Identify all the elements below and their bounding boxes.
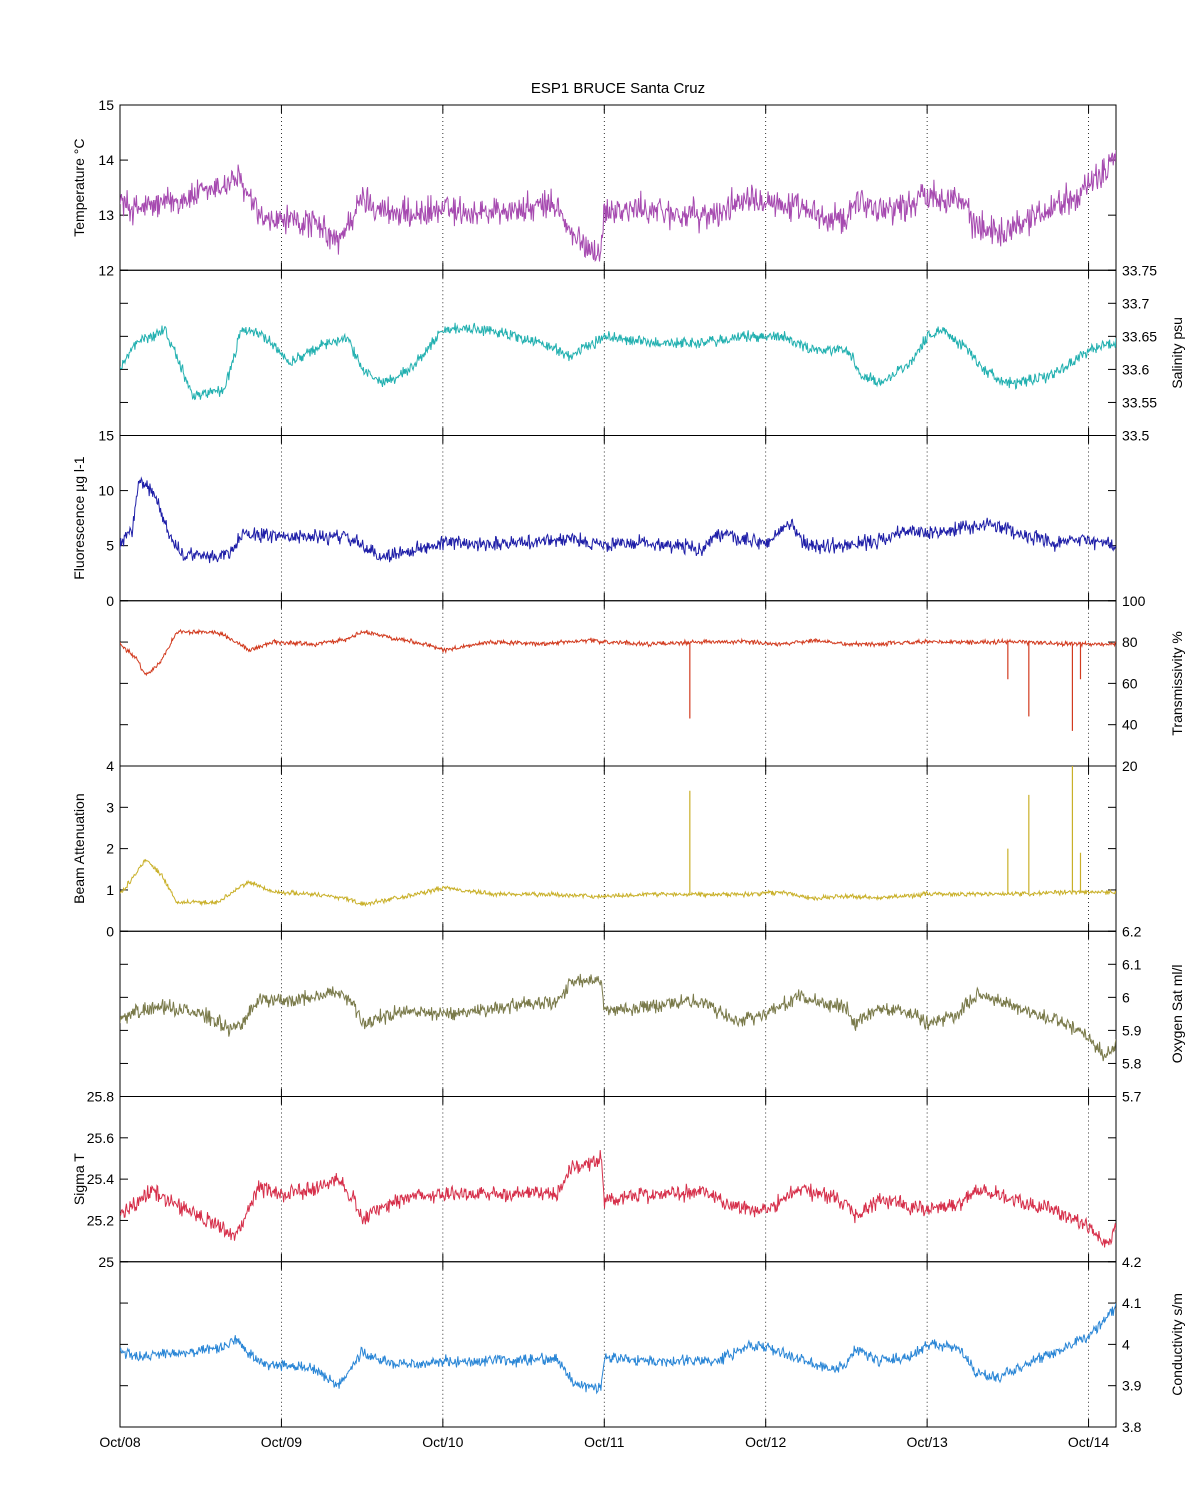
y-tick-label: 100 [1122, 593, 1146, 609]
y-tick-label: 25 [98, 1254, 114, 1270]
y-tick-label: 5.7 [1122, 1089, 1142, 1105]
panel-salinity: 33.5 33.55 33.6 33.65 33.7 33.75 Salinity psu [119, 262, 1185, 444]
y-tick-label: 0 [106, 923, 114, 939]
panel-temperature: 12 13 14 15 Temperature °C [71, 97, 1117, 278]
y-tick-label: 33.6 [1122, 361, 1149, 377]
panel-frame [119, 930, 1117, 1097]
series-line-conductivity [120, 1302, 1116, 1395]
panel-frame [119, 600, 1117, 767]
y-tick-label: 3.8 [1122, 1419, 1142, 1435]
y-tick-label: 33.55 [1122, 394, 1157, 410]
y-tick-label: 25.2 [87, 1212, 114, 1228]
y-tick-label: 25.6 [87, 1130, 114, 1146]
y-tick-label: 13 [98, 207, 114, 223]
y-tick-label: 6 [1122, 989, 1130, 1005]
y-tick-label: 60 [1122, 675, 1138, 691]
y-tick-label: 33.5 [1122, 428, 1149, 444]
y-axis-title: Sigma T [71, 1153, 87, 1205]
y-axis-title: Oxygen Sat ml/l [1169, 964, 1185, 1063]
y-tick-label: 33.7 [1122, 295, 1149, 311]
panel-frame [119, 765, 1117, 932]
series-line-beam [120, 858, 1116, 907]
y-axis-title: Temperature °C [71, 139, 87, 237]
panel-sigma: 25 25.2 25.4 25.6 25.8 Sigma T [71, 1089, 1117, 1270]
y-tick-label: 15 [98, 97, 114, 113]
x-axis: Oct/08 Oct/09 Oct/10 Oct/11 Oct/12 Oct/13 Oct/… [99, 1434, 1109, 1450]
panel-beam: 0 1 2 3 4 Beam Attenuation [71, 758, 1117, 939]
y-axis-title: Fluorescence µg l-1 [71, 456, 87, 579]
panel-fluorescence: 0 5 10 15 Fluorescence µg l-1 [71, 428, 1117, 609]
y-tick-label: 2 [106, 841, 114, 857]
panel-transmissivity: 20 40 60 80 100 Transmissivity % [119, 593, 1185, 774]
y-tick-label: 4.1 [1122, 1295, 1142, 1311]
series-line-oxygen [120, 973, 1116, 1062]
chart-title: ESP1 BRUCE Santa Cruz [531, 80, 705, 97]
x-tick-label: Oct/12 [745, 1434, 786, 1450]
y-tick-label: 12 [98, 262, 114, 278]
panel-frame [119, 269, 1117, 436]
panel-frame [119, 104, 1117, 271]
y-tick-label: 4 [106, 758, 114, 774]
x-tick-label: Oct/13 [907, 1434, 948, 1450]
panel-frame [119, 1261, 1117, 1428]
panel-oxygen: 5.7 5.8 5.9 6 6.1 6.2 Oxygen Sat ml/l [119, 923, 1185, 1105]
y-tick-label: 80 [1122, 634, 1138, 650]
y-tick-label: 10 [98, 483, 114, 499]
panel-frame [119, 1096, 1117, 1263]
panel-conductivity: 3.8 3.9 4 4.1 4.2 Conductivity s/m [119, 1254, 1185, 1435]
x-tick-label: Oct/08 [99, 1434, 140, 1450]
x-tick-label: Oct/14 [1068, 1434, 1109, 1450]
series-line-salinity [120, 322, 1116, 401]
y-tick-label: 33.65 [1122, 328, 1157, 344]
y-tick-label: 3.9 [1122, 1378, 1142, 1394]
y-tick-label: 40 [1122, 717, 1138, 733]
series-line-fluorescence [120, 476, 1116, 564]
y-tick-label: 1 [106, 882, 114, 898]
y-tick-label: 3 [106, 799, 114, 815]
y-tick-label: 25.4 [87, 1171, 114, 1187]
y-tick-label: 15 [98, 428, 114, 444]
y-tick-label: 20 [1122, 758, 1138, 774]
y-axis-title: Beam Attenuation [71, 793, 87, 904]
series-line-temperature [120, 149, 1116, 262]
x-tick-label: Oct/09 [261, 1434, 302, 1450]
x-tick-label: Oct/10 [422, 1434, 463, 1450]
y-tick-label: 6.2 [1122, 923, 1142, 939]
y-tick-label: 25.8 [87, 1089, 114, 1105]
y-tick-label: 0 [106, 593, 114, 609]
y-tick-label: 6.1 [1122, 956, 1142, 972]
y-axis-title: Transmissivity % [1169, 631, 1185, 736]
y-tick-label: 33.75 [1122, 262, 1157, 278]
y-tick-label: 4 [1122, 1336, 1130, 1352]
y-axis-title: Salinity psu [1169, 317, 1185, 389]
y-tick-label: 5.8 [1122, 1055, 1142, 1071]
y-tick-label: 4.2 [1122, 1254, 1142, 1270]
y-tick-label: 14 [98, 152, 114, 168]
y-axis-title: Conductivity s/m [1169, 1293, 1185, 1396]
x-tick-label: Oct/11 [584, 1434, 624, 1450]
series-line-transmissivity [120, 628, 1116, 677]
series-line-sigma [120, 1150, 1116, 1248]
y-tick-label: 5 [106, 538, 114, 554]
panel-frame [119, 435, 1117, 602]
y-tick-label: 5.9 [1122, 1022, 1142, 1038]
